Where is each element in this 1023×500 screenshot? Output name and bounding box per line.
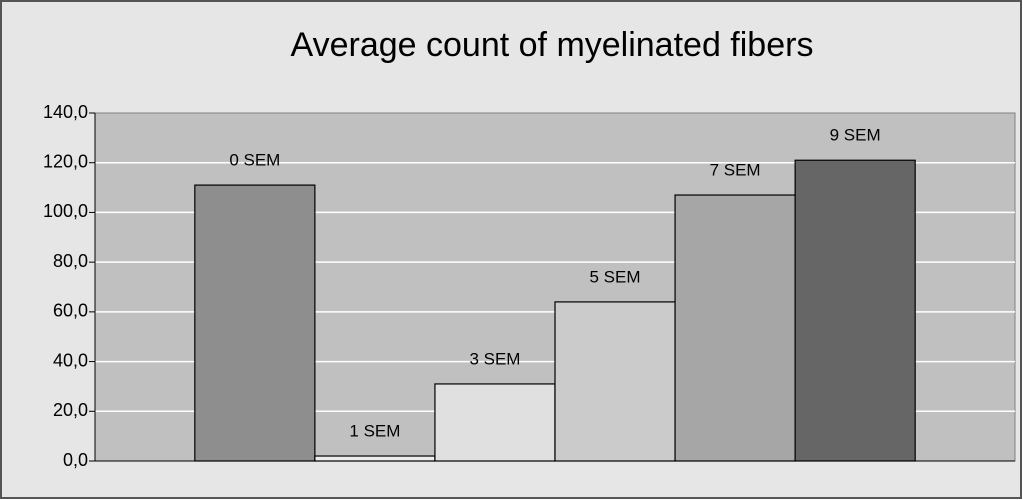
bar bbox=[674, 194, 796, 462]
bar-label: 3 SEM bbox=[469, 349, 520, 368]
bar-label: 0 SEM bbox=[229, 151, 280, 170]
chart-title: Average count of myelinated fibers bbox=[291, 26, 814, 64]
y-tick-label: 140,0 bbox=[43, 102, 88, 122]
bar bbox=[194, 184, 316, 462]
bar-label: 5 SEM bbox=[590, 267, 641, 286]
y-tick-label: 20,0 bbox=[53, 400, 88, 420]
y-tick-label: 120,0 bbox=[43, 151, 88, 171]
y-tick-label: 100,0 bbox=[43, 201, 88, 221]
y-tick-label: 60,0 bbox=[53, 301, 88, 321]
bar bbox=[434, 383, 556, 462]
bar bbox=[794, 159, 916, 462]
bar-label: 7 SEM bbox=[710, 161, 761, 180]
y-tick-label: 80,0 bbox=[53, 251, 88, 271]
bar-label: 9 SEM bbox=[830, 126, 881, 145]
bar bbox=[314, 455, 436, 462]
y-tick-label: 0,0 bbox=[63, 450, 88, 470]
y-tick-label: 40,0 bbox=[53, 350, 88, 370]
bar-label: 1 SEM bbox=[349, 422, 400, 441]
bar bbox=[554, 301, 676, 462]
